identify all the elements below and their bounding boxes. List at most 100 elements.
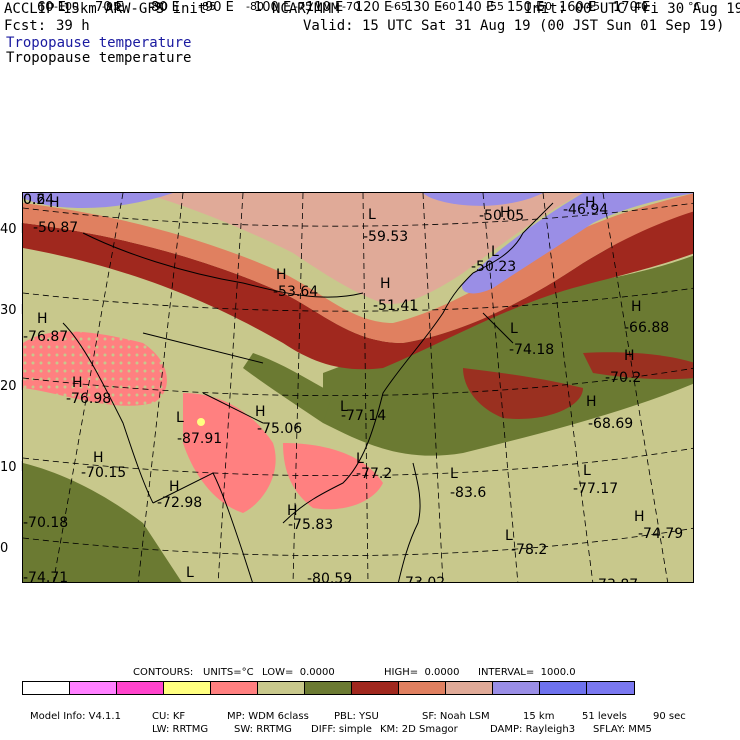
value-label: -76.87 [23,329,69,345]
longitude-label: 140 E [457,0,495,15]
high-marker: H [634,509,645,525]
value-label: -73.87 [593,578,638,582]
longitude-label: 150 E [507,0,545,15]
value-label: -68.69 [588,416,634,432]
value-label: -70.2 [605,370,642,386]
longitude-label: 120 E [355,0,393,15]
high-marker: H [624,348,635,364]
latitude-label: 0 [0,541,9,556]
longitude-label: 90 E [205,0,234,15]
model-info-item: MP: WDM 6class [227,711,309,722]
legend-tick-label: -45 [582,0,600,13]
value-label: -74.18 [509,342,555,358]
legend-swatch [587,682,634,694]
value-label: -72.98 [157,495,203,511]
band-neg55 [143,193,583,304]
contours-label: CONTOURS: [133,667,194,678]
coastlines [62,202,554,582]
legend-swatch [493,682,540,694]
value-label: -74.71 [23,570,69,583]
legend-swatch [305,682,352,694]
map-graphic [23,193,693,582]
model-info-item: SFLAY: MM5 [593,724,652,735]
band-neg80-indochina [183,393,276,513]
high-marker: H [585,195,596,211]
model-title: ACCLIP 15km ARW-GFS init [4,1,207,17]
legend-swatch [399,682,446,694]
model-info-item: DIFF: simple [311,724,372,735]
legend-tick-label: -70 [342,0,360,13]
model-info-item: 15 km [523,711,555,722]
longitude-label: 110 E [306,0,344,15]
high-marker: H [255,404,266,420]
valid-time: Valid: 15 UTC Sat 31 Aug 19 (00 JST Sun … [303,18,725,34]
model-info-item: PBL: YSU [334,711,379,722]
band-neg50-east [462,193,693,294]
longitude-label: 70 E [95,0,124,15]
high-marker: H [380,276,391,292]
value-label: -73.02 [400,575,446,583]
model-info-item: Model Info: V4.1.1 [30,711,121,722]
graticule [23,193,693,582]
value-label: -53.64 [273,284,319,300]
model-info-item: DAMP: Rayleigh3 [490,724,576,735]
longitude-label: 80 E [151,0,180,15]
legend-swatch [446,682,493,694]
longitude-label: 130 E [405,0,443,15]
low-marker: L [491,244,499,260]
legend-swatch [211,682,258,694]
high-marker: H [93,450,104,466]
band-neg85-spot [197,418,205,426]
legend-tick-label: -55 [486,0,504,13]
value-label: -50.23 [471,259,517,275]
longitude-label: 60 E [37,0,66,15]
band-neg65 [23,203,693,370]
legend-swatch [117,682,164,694]
legend-tick-label: -100 [54,0,79,13]
value-label: -80.59 [307,571,353,583]
legend-tick-label: -40 [630,0,648,13]
legend-tick-label: -65 [390,0,408,13]
organization-label: NCAR/MMM [272,1,340,17]
legend-tick-label: -50 [534,0,552,13]
high-marker: H [586,394,597,410]
legend-tick-label: -75 [294,0,312,13]
forecast-label: Fcst: [4,18,47,34]
low-marker: L [176,410,184,426]
band-neg50-west [23,193,173,208]
value-label: -87.91 [177,431,223,447]
model-info-item: CU: KF [152,711,186,722]
value-label: -70.15 [81,465,127,481]
band-neg80-scs [283,443,383,510]
high-marker: H [631,299,642,315]
model-info-item: SW: RRTMG [234,724,292,735]
value-label: -77.14 [341,408,387,424]
band-neg50-north [423,193,543,206]
band-neg70-mid [243,353,333,423]
legend-swatch [70,682,117,694]
value-label: -70.18 [23,515,69,531]
field-title-primary: Tropopause temperature [6,35,192,51]
high-marker: H [49,195,60,211]
band-neg60 [23,193,693,343]
value-label: -50.87 [33,220,79,236]
high-marker: H [72,375,83,391]
value-label: -59.53 [363,229,409,245]
value-label: -75.83 [288,517,334,533]
low-marker: L [505,528,513,544]
low-marker: L [510,321,518,337]
legend-swatch [352,682,399,694]
forecast-hour: 39 h [56,18,90,34]
high-marker: H [276,267,287,283]
longitude-label: 170 E [613,0,651,15]
high-marker: H [169,479,180,495]
value-label: -76.98 [66,391,112,407]
legend-swatch [164,682,211,694]
units-label: UNITS=°C [203,667,254,678]
legend-tick-label: -85 [198,0,216,13]
legend-unit: °C [688,0,702,13]
value-label: -78.2 [511,542,548,558]
value-label: -46.94 [563,202,609,218]
legend-tick-label: -80 [246,0,264,13]
value-label: -66.88 [624,320,670,336]
